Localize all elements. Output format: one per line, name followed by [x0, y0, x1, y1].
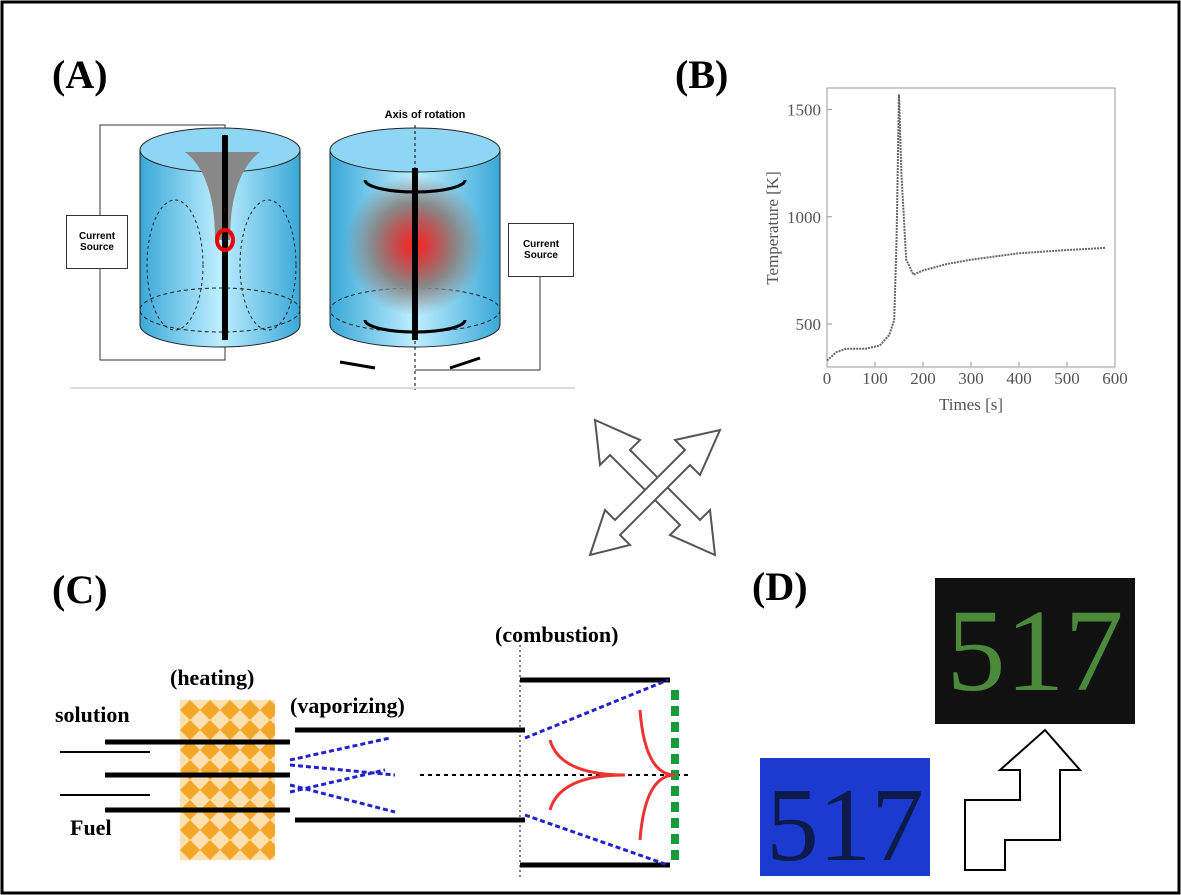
figure: (A) Axis of rotation (B) Times [s] Tempe…	[0, 0, 1181, 895]
panel-label: (D)	[752, 564, 808, 609]
stage-label: (heating)	[170, 665, 254, 690]
chart: Times [s] Temperature [K] 0 100 200 300 400 5…	[763, 88, 1128, 414]
up-arrow	[965, 730, 1080, 870]
display-number: 517	[947, 585, 1124, 716]
source-box: Current Source	[508, 223, 574, 277]
y-tick-label: 1000	[787, 208, 821, 227]
display-number: 517	[766, 766, 924, 883]
x-tick-label: 500	[1054, 369, 1080, 388]
y-tick-label: 1500	[787, 100, 821, 119]
stage-label: (vaporizing)	[290, 693, 405, 718]
x-tick-label: 0	[823, 369, 832, 388]
panel-label: (B)	[675, 52, 728, 97]
x-tick-label: 200	[910, 369, 936, 388]
x-axis-label: Times [s]	[939, 395, 1003, 414]
panel-label: (C)	[52, 567, 108, 612]
x-tick-label: 400	[1006, 369, 1032, 388]
reactor	[60, 645, 690, 880]
stage-label: (combustion)	[495, 622, 618, 647]
plot-frame	[827, 88, 1115, 367]
cylinders	[70, 125, 575, 390]
input-label: Fuel	[70, 815, 112, 840]
cross-arrows	[590, 420, 720, 555]
x-tick-label: 600	[1102, 369, 1128, 388]
x-tick-label: 100	[862, 369, 888, 388]
y-tick-label: 500	[796, 315, 822, 334]
axis-label: Axis of rotation	[385, 109, 466, 121]
source-box: Current Source	[66, 215, 128, 269]
x-tick-label: 300	[958, 369, 984, 388]
y-axis-label: Temperature [K]	[763, 171, 782, 285]
panel-label: (A)	[52, 52, 108, 97]
canvas: (A) Axis of rotation (B) Times [s] Tempe…	[0, 0, 1181, 895]
line	[827, 94, 1105, 360]
input-label: solution	[55, 702, 130, 727]
